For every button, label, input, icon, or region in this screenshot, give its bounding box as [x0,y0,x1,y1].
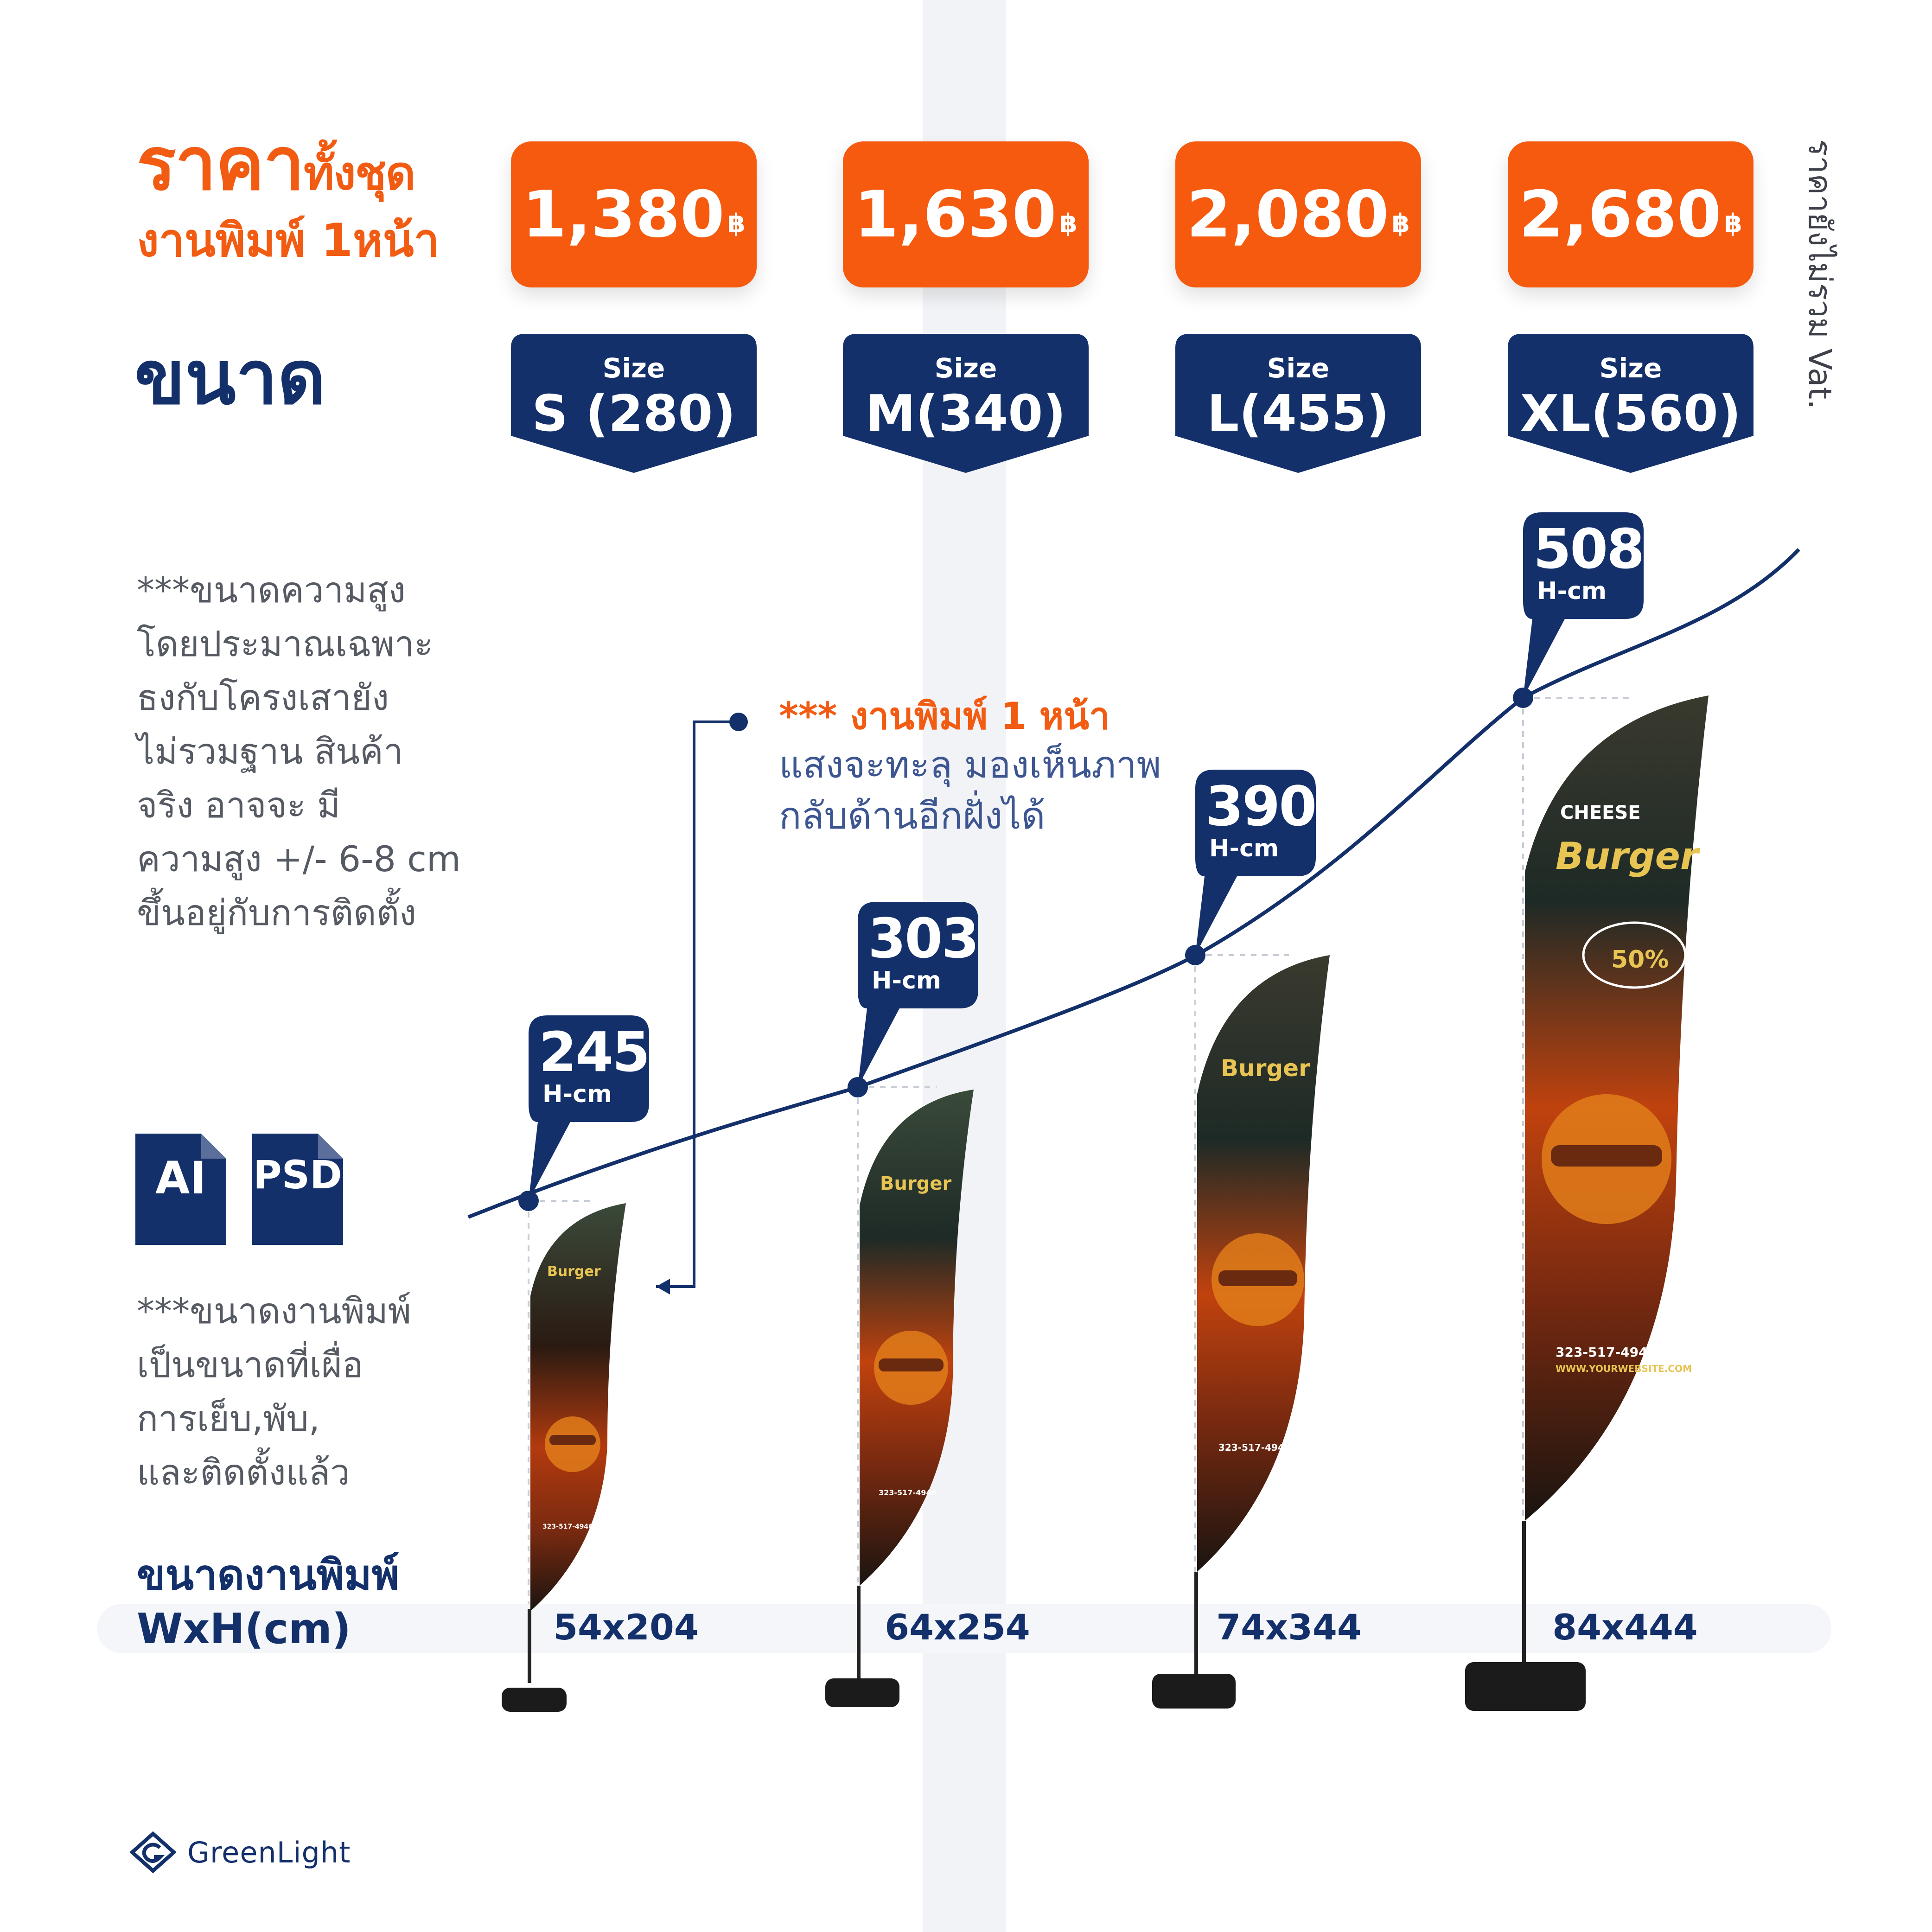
flag-xl-pole [1522,1521,1526,1669]
size-heading: ขนาด [134,334,326,421]
vat-note: ราคายังไม่รวม Vat. [1801,139,1838,409]
size-box-m: Size M(340) [843,334,1089,473]
flag-l-image: Burger 323-517-4946 [1195,955,1334,1572]
height-bubble-l: 390 H-cm [1195,770,1317,955]
flag-s-pole [528,1609,531,1683]
flag-m-pole [857,1586,861,1688]
greenlight-logo-icon [130,1831,176,1873]
psd-file-icon: PSD [252,1134,343,1245]
one-side-print-note: *** งานพิมพ์ 1 หน้า แสงจะทะลุ มองเห็นภาพ… [779,695,1161,837]
price-box-m: 1,630 ฿ [843,141,1089,287]
price-box-l: 2,080 ฿ [1175,141,1421,287]
size-box-l: Size L(455) [1175,334,1421,473]
flag-l-pole [1194,1572,1198,1678]
height-note: ***ขนาดความสูง โดยประมาณเฉพาะ ธงกับโครงเ… [137,569,461,933]
print-size-band [97,1604,1831,1653]
size-box-xl: Size XL(560) [1508,334,1753,473]
print-size-xl: 84x444 [1552,1607,1698,1648]
ai-file-icon: AI [135,1134,226,1245]
print-size-note: ***ขนาดงานพิมพ์ เป็นขนาดที่เผื่อ การเย็บ… [137,1290,411,1493]
flag-l-base [1152,1674,1236,1709]
price-title: ราคาทั้งชุด [137,121,416,207]
price-box-s: 1,380 ฿ [511,141,757,287]
print-size-m: 64x254 [885,1607,1030,1648]
print-size-l: 74x344 [1216,1607,1362,1648]
print-size-s: 54x204 [553,1607,699,1648]
size-box-s: Size S (280) [511,334,757,473]
flag-m-image: Burger 323-517-4946 [858,1090,978,1586]
flag-xl-image: CHEESE Burger 50% 323-517-4946 WWW.YOURW… [1523,695,1713,1521]
height-bubble-s: 245 H-cm [529,1015,650,1201]
flag-xl-base [1465,1662,1586,1711]
flag-m-base [825,1678,899,1707]
height-bubble-m: 303 H-cm [858,902,979,1087]
price-box-xl: 2,680 ฿ [1508,141,1753,287]
height-bubble-xl: 508 H-cm [1523,512,1645,698]
print-size-label: ขนาดงานพิมพ์ WxH(cm) [137,1551,400,1653]
flag-s-image: Burger 323-517-4946 [529,1203,631,1611]
flag-s-base [502,1688,567,1712]
price-subtitle: งานพิมพ์ 1หน้า [137,214,440,267]
brand-logo: GreenLight [130,1831,351,1873]
